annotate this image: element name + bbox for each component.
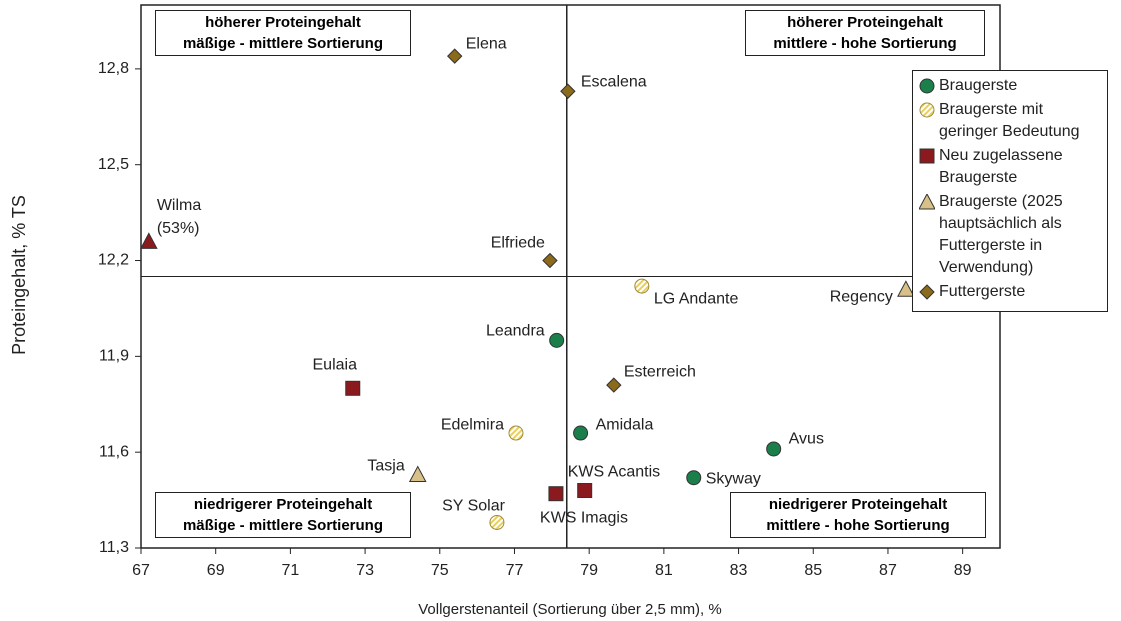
marker [577, 483, 593, 499]
marker [345, 380, 361, 396]
marker [634, 278, 650, 294]
point-label: SY Solar [442, 497, 505, 515]
legend-item: Futtergerste [919, 281, 1107, 303]
quadrant-line: niedrigerer Proteingehalt [768, 496, 948, 513]
y-tick-label: 12,5 [98, 156, 129, 173]
x-tick-label: 83 [730, 562, 748, 579]
point-label: KWS Imagis [539, 509, 628, 527]
marker [140, 232, 158, 249]
x-axis-title: Vollgerstenanteil (Sortierung über 2,5 m… [418, 601, 721, 618]
legend-item: Braugerste (2025 hauptsächlich als Futte… [919, 191, 1107, 279]
quadrant-label: niedrigerer Proteingehalt mittlere - hohe… [730, 492, 986, 538]
point-label: Amidala [595, 416, 654, 434]
quadrant-line: mäßige - mittlere Sortierung [182, 35, 384, 52]
point-label: Elfriede [490, 234, 545, 252]
marker [606, 377, 622, 393]
marker [919, 194, 935, 210]
point-label: Regency [829, 288, 893, 306]
marker [919, 102, 935, 118]
point-label: Escalena [580, 73, 647, 91]
quadrant-label: höherer Proteingehalt mäßige - mittlere S… [155, 10, 411, 56]
point-label: Esterreich [623, 363, 696, 381]
point-label: Edelmira [440, 416, 504, 434]
marker [573, 425, 589, 441]
legend-marker [919, 194, 935, 210]
point-label: Skyway [705, 470, 761, 488]
quadrant-line: niedrigerer Proteingehalt [193, 496, 373, 513]
marker [919, 284, 935, 300]
quadrant-line: höherer Proteingehalt [205, 14, 361, 31]
quadrant-line: mittlere - hohe Sortierung [773, 35, 957, 52]
legend-marker [919, 78, 935, 94]
y-axis-title: Proteingehalt, % TS [9, 195, 29, 355]
marker [919, 78, 935, 94]
x-tick-label: 73 [356, 562, 374, 579]
quadrant-label: höherer Proteingehalt mittlere - hohe Sor… [745, 10, 985, 56]
point-label: KWS Acantis [567, 463, 661, 480]
x-tick-label: 85 [804, 562, 822, 579]
point-label: LG Andante [653, 290, 739, 308]
legend-text: Futtergerste [939, 283, 1026, 300]
x-tick-label: 69 [207, 562, 225, 579]
marker [408, 465, 427, 483]
x-tick-label: 71 [281, 562, 299, 579]
legend-marker [919, 102, 935, 118]
marker [548, 486, 564, 502]
y-tick-label: 12,8 [98, 60, 129, 77]
y-tick-label: 11,3 [99, 539, 129, 556]
x-tick-label: 67 [132, 562, 150, 579]
marker [447, 48, 463, 64]
quadrant-line: mittlere - hohe Sortierung [766, 517, 950, 534]
x-tick-label: 81 [655, 562, 673, 579]
marker [508, 425, 524, 441]
point-label: Avus [788, 430, 824, 448]
marker [897, 280, 915, 297]
legend-text: Braugerste (2025 hauptsächlich als Futte… [939, 193, 1063, 276]
legend: Braugerste Braugerste mit geringer Bedeut… [912, 70, 1108, 312]
quadrant-line: mäßige - mittlere Sortierung [182, 517, 384, 534]
legend-text: Braugerste mit geringer Bedeutung [939, 101, 1080, 140]
marker [489, 514, 505, 530]
marker [919, 148, 935, 164]
x-tick-label: 89 [954, 562, 972, 579]
quadrant-label: niedrigerer Proteingehalt mäßige - mittle… [155, 492, 411, 538]
x-tick-label: 79 [580, 562, 598, 579]
marker [766, 441, 782, 457]
legend-marker [919, 148, 935, 164]
marker [686, 470, 702, 486]
marker [542, 252, 558, 269]
quadrant-line: höherer Proteingehalt [787, 14, 943, 31]
marker [560, 83, 576, 99]
legend-marker [919, 284, 935, 300]
point-label: Wilma (53%) [156, 197, 202, 238]
legend-text: Braugerste [939, 77, 1018, 94]
y-tick-label: 11,9 [99, 348, 129, 365]
legend-item: Neu zugelassene Braugerste [919, 145, 1107, 189]
x-tick-label: 75 [431, 562, 449, 579]
x-tick-label: 77 [506, 562, 524, 579]
x-tick-label: 87 [879, 562, 897, 579]
y-tick-label: 12,2 [98, 252, 129, 269]
legend-item: Braugerste [919, 75, 1107, 97]
point-label: Elena [465, 35, 507, 53]
legend-item: Braugerste mit geringer Bedeutung [919, 99, 1107, 143]
marker [549, 332, 565, 348]
y-tick-label: 11,6 [99, 443, 129, 460]
point-label: Leandra [485, 322, 545, 340]
point-label: Tasja [367, 457, 405, 475]
legend-text: Neu zugelassene Braugerste [939, 147, 1063, 186]
point-label: Eulaia [312, 356, 357, 374]
